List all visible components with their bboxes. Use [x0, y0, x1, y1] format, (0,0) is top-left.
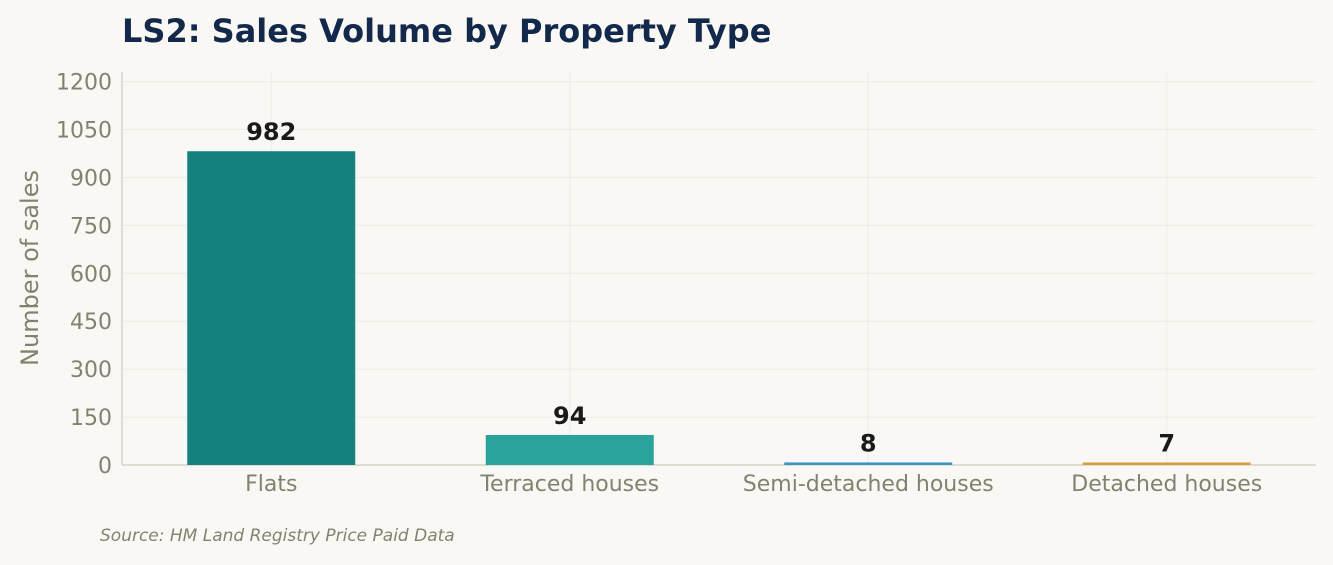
y-tick-label: 1050 — [56, 119, 112, 144]
y-tick-label: 900 — [70, 166, 112, 191]
data-labels: 982 94 8 7 — [246, 118, 1175, 457]
source-note: Source: HM Land Registry Price Paid Data — [100, 526, 455, 546]
y-tick-label: 450 — [70, 310, 112, 335]
data-label: 7 — [1158, 430, 1175, 458]
y-tick-label: 1200 — [56, 71, 112, 96]
data-label: 8 — [860, 429, 877, 457]
y-axis-label: Number of sales — [16, 170, 44, 366]
x-tick-label: Semi-detached houses — [743, 472, 994, 497]
bar — [1082, 462, 1251, 465]
chart-title: LS2: Sales Volume by Property Type — [122, 12, 772, 50]
y-tick-label: 750 — [70, 214, 112, 239]
x-tick-label: Terraced houses — [479, 472, 659, 497]
bar — [784, 462, 953, 465]
x-tick-label: Detached houses — [1071, 472, 1262, 497]
bar — [485, 434, 654, 465]
axes: 0 150 300 450 600 750 900 1050 1200 Flats Terraced… — [56, 71, 1316, 497]
y-tick-label: 0 — [98, 454, 112, 479]
bars — [187, 151, 1251, 466]
y-tick-label: 300 — [70, 358, 112, 383]
data-label: 982 — [246, 118, 296, 146]
y-tick-label: 150 — [70, 406, 112, 431]
y-tick-label: 600 — [70, 262, 112, 287]
bar — [187, 151, 356, 466]
x-tick-label: Flats — [245, 472, 297, 497]
data-label: 94 — [553, 402, 586, 430]
